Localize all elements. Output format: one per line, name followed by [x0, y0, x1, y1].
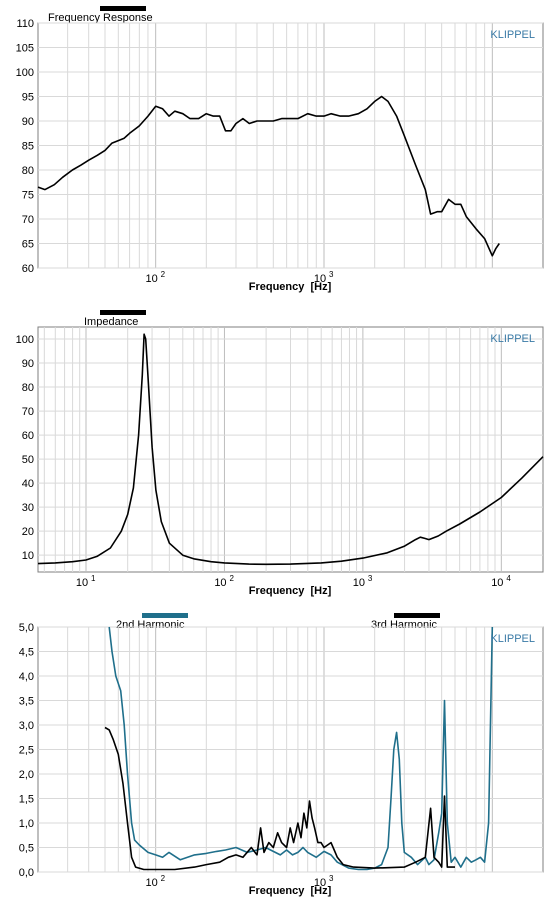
y-tick-label: 10: [22, 550, 34, 562]
y-tick-label: 3,0: [19, 720, 34, 732]
fr-x-axis-ticks: 10 2 10 3: [146, 270, 334, 285]
imp-x-axis-label: Frequency [Hz]: [249, 585, 332, 597]
y-tick-label: 70: [22, 214, 34, 226]
imp-legend-bar: [100, 310, 146, 315]
y-tick-label: 50: [22, 454, 34, 466]
x-tick-label: 10: [314, 273, 326, 285]
x-tick-label-exponent: 3: [368, 574, 373, 583]
y-tick-label: 20: [22, 526, 34, 538]
fr-grid: [38, 22, 543, 269]
frequency-response-chart: Frequency Response 60 65 70 75 80 85 90 95 100 10…: [16, 6, 544, 293]
harm-series-line-1: [104, 726, 455, 871]
harm-legend-bar-3rd: [394, 613, 440, 618]
x-tick-label: 10: [491, 577, 503, 589]
harm-legend-label-3rd: 3rd Harmonic: [371, 619, 438, 631]
imp-chart-title: Impedance: [84, 316, 138, 328]
x-tick-label: 10: [146, 877, 158, 889]
harm-x-axis-label: Frequency [Hz]: [249, 885, 332, 897]
y-tick-label: 2,5: [19, 745, 34, 757]
imp-y-axis-ticks: 10 20 30 40 50 60 70 80 90 100: [16, 334, 34, 562]
y-tick-label: 4,0: [19, 671, 34, 683]
y-tick-label: 30: [22, 502, 34, 514]
y-tick-label: 70: [22, 406, 34, 418]
y-tick-label: 75: [22, 190, 34, 202]
harm-x-axis-ticks: 10 2 10 3: [146, 874, 334, 889]
fr-x-axis-label: Frequency [Hz]: [249, 281, 332, 293]
harm-y-axis-ticks: 0,0 0,5 1,0 1,5 2,0 2,5 3,0 3,5 4,0 4,5 5,0: [19, 622, 34, 879]
y-tick-label: 80: [22, 382, 34, 394]
y-tick-label: 95: [22, 92, 34, 104]
x-tick-label-exponent: 2: [229, 574, 234, 583]
harm-series-line-0: [108, 626, 494, 871]
harm-series-layer: [104, 626, 494, 871]
x-tick-label: 10: [146, 273, 158, 285]
x-tick-label-exponent: 2: [161, 270, 166, 279]
y-tick-label: 0,5: [19, 843, 34, 855]
y-tick-label: 5,0: [19, 622, 34, 634]
y-tick-label: 2,0: [19, 769, 34, 781]
x-tick-label-exponent: 3: [329, 270, 334, 279]
y-tick-label: 80: [22, 165, 34, 177]
y-tick-label: 90: [22, 358, 34, 370]
x-tick-label: 10: [76, 577, 88, 589]
harm-brand-label: KLIPPEL: [490, 633, 535, 645]
y-tick-label: 100: [16, 334, 34, 346]
imp-grid: [38, 327, 543, 572]
x-tick-label-exponent: 3: [329, 874, 334, 883]
harm-legend-label-2nd: 2nd Harmonic: [116, 619, 185, 631]
y-tick-label: 100: [16, 67, 34, 79]
y-tick-label: 60: [22, 263, 34, 275]
y-tick-label: 0,0: [19, 867, 34, 879]
fr-series-line-0: [37, 95, 500, 257]
x-tick-label-exponent: 1: [91, 574, 96, 583]
y-tick-label: 85: [22, 141, 34, 153]
fr-series-layer: [37, 95, 500, 257]
harmonics-chart: 2nd Harmonic 3rd Harmonic 0,0 0,5 1,0 1,5 2,…: [19, 613, 544, 897]
x-tick-label: 10: [353, 577, 365, 589]
y-tick-label: 1,5: [19, 794, 34, 806]
y-tick-label: 1,0: [19, 818, 34, 830]
imp-brand-label: KLIPPEL: [490, 333, 535, 345]
harm-grid: [38, 626, 543, 873]
y-tick-label: 110: [16, 18, 34, 30]
x-tick-label: 10: [314, 877, 326, 889]
x-tick-label-exponent: 2: [161, 874, 166, 883]
x-tick-label: 10: [214, 577, 226, 589]
y-tick-label: 4,5: [19, 647, 34, 659]
fr-brand-label: KLIPPEL: [490, 29, 535, 41]
y-tick-label: 60: [22, 430, 34, 442]
imp-series-line-0: [37, 333, 544, 566]
y-tick-label: 90: [22, 116, 34, 128]
y-tick-label: 40: [22, 478, 34, 490]
fr-legend-bar: [100, 6, 146, 11]
x-tick-label-exponent: 4: [506, 574, 511, 583]
fr-y-axis-ticks: 60 65 70 75 80 85 90 95 100 105 110: [16, 18, 34, 275]
imp-x-axis-ticks: 10 1 10 2 10 3 10 4: [76, 574, 511, 589]
y-tick-label: 105: [16, 43, 34, 55]
y-tick-label: 3,5: [19, 696, 34, 708]
harm-legend-bar-2nd: [142, 613, 188, 618]
imp-series-layer: [37, 333, 544, 566]
y-tick-label: 65: [22, 239, 34, 251]
fr-chart-title: Frequency Response: [48, 12, 153, 24]
